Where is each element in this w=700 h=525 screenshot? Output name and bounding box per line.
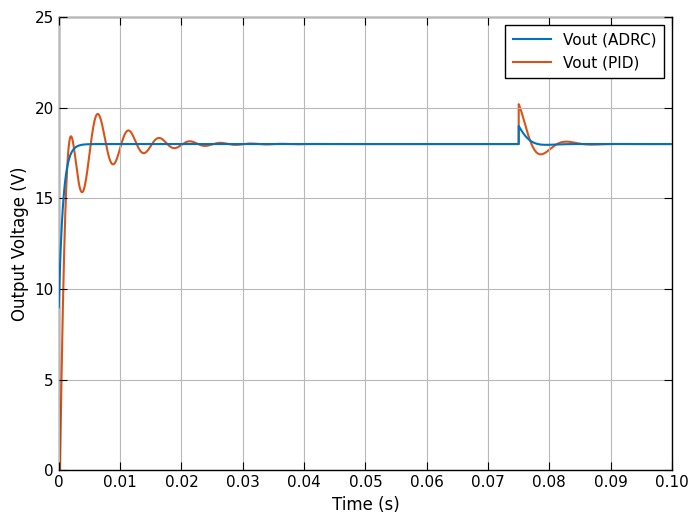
Vout (PID) (289, 141, 298, 148)
Vout (PID) (55, 467, 63, 474)
Vout (ADRC) (514, 123, 523, 129)
Line: Vout (ADRC): Vout (ADRC) (59, 126, 672, 307)
Vout (ADRC) (668, 141, 676, 147)
Y-axis label: Output Voltage (V): Output Voltage (V) (11, 166, 29, 321)
Vout (ADRC) (387, 141, 395, 147)
Vout (PID) (97, 116, 105, 122)
Vout (PID) (668, 141, 676, 147)
Vout (PID) (514, 101, 523, 107)
X-axis label: Time (s): Time (s) (332, 496, 399, 514)
Vout (ADRC) (289, 141, 298, 147)
Vout (ADRC) (510, 141, 518, 147)
Vout (ADRC) (202, 141, 211, 147)
Vout (ADRC) (55, 304, 63, 310)
Vout (PID) (202, 143, 211, 149)
Legend: Vout (ADRC), Vout (PID): Vout (ADRC), Vout (PID) (505, 25, 664, 78)
Vout (ADRC) (424, 141, 433, 147)
Vout (ADRC) (97, 141, 105, 147)
Vout (PID) (387, 141, 395, 147)
Line: Vout (PID): Vout (PID) (59, 104, 672, 470)
Vout (PID) (510, 141, 518, 147)
Vout (PID) (424, 141, 433, 147)
